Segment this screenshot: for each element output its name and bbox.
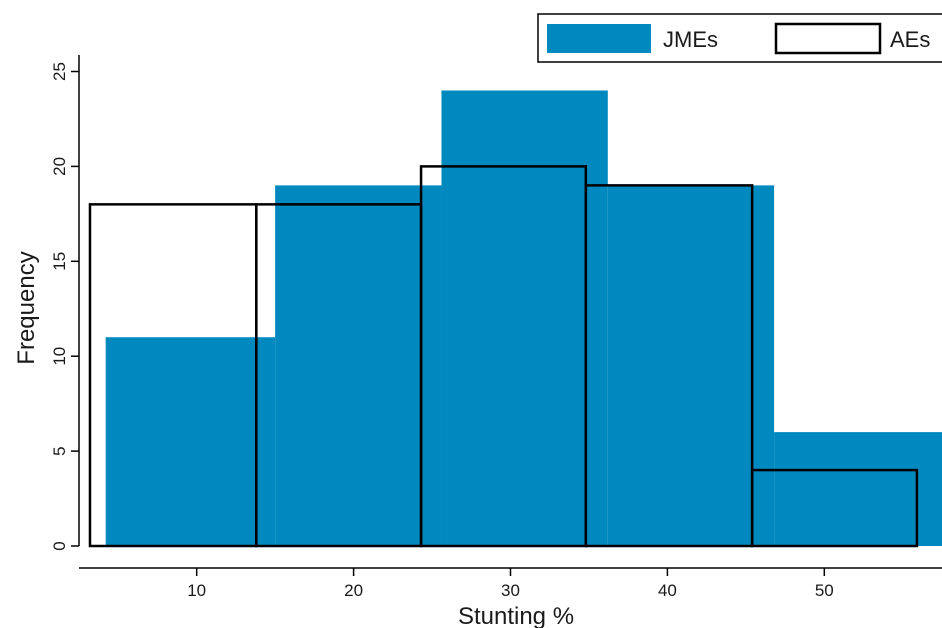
x-tick-label-40: 40 bbox=[658, 581, 677, 600]
legend-swatch-jmes bbox=[547, 24, 651, 53]
legend-label-jmes: JMEs bbox=[663, 27, 718, 52]
legend-label-aes: AEs bbox=[890, 27, 930, 52]
y-tick-label-15: 15 bbox=[50, 252, 69, 271]
jmes-bar-5 bbox=[774, 432, 942, 546]
x-tick-label-10: 10 bbox=[187, 581, 206, 600]
jmes-bar-4 bbox=[607, 185, 775, 546]
y-axis-title: Frequency bbox=[13, 251, 40, 364]
jmes-bar-2 bbox=[275, 185, 442, 546]
y-tick-label-20: 20 bbox=[50, 157, 69, 176]
x-ticks: 10 20 30 40 50 bbox=[187, 568, 834, 600]
legend-swatch-aes bbox=[774, 22, 882, 55]
jmes-bar-1 bbox=[105, 337, 276, 546]
y-ticks: 0 5 10 15 20 25 bbox=[50, 62, 79, 551]
legend: JMEs AEs bbox=[537, 13, 942, 63]
y-tick-label-5: 5 bbox=[50, 446, 69, 455]
x-tick-label-50: 50 bbox=[815, 581, 834, 600]
aes-bar-4 bbox=[584, 184, 754, 548]
jmes-bar-3 bbox=[441, 90, 608, 546]
aes-bar-5 bbox=[750, 468, 919, 548]
y-tick-label-0: 0 bbox=[50, 541, 69, 550]
x-axis-title: Stunting % bbox=[458, 603, 574, 628]
x-tick-label-20: 20 bbox=[344, 581, 363, 600]
x-tick-label-30: 30 bbox=[501, 581, 520, 600]
aes-bars bbox=[88, 165, 919, 548]
y-tick-label-25: 25 bbox=[50, 62, 69, 81]
y-tick-label-10: 10 bbox=[50, 347, 69, 366]
jmes-bars bbox=[105, 90, 942, 546]
